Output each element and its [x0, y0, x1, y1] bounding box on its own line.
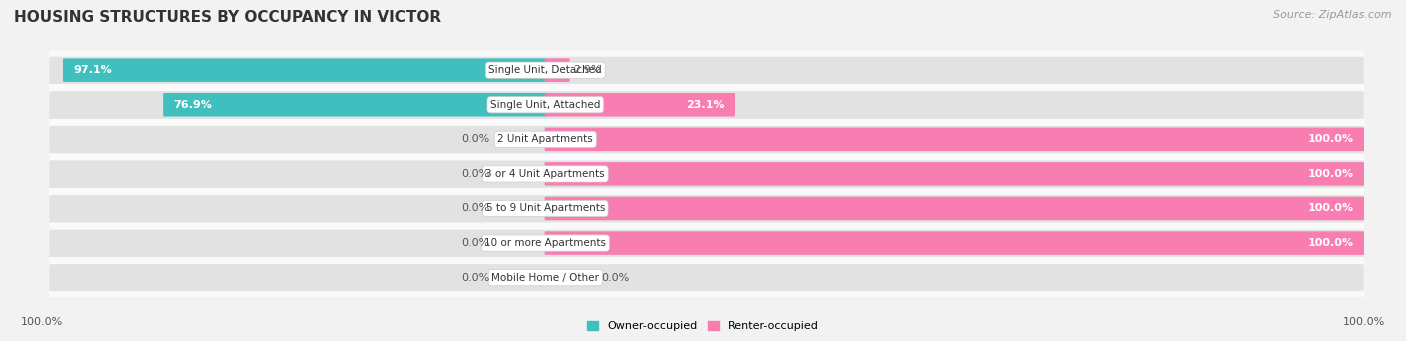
FancyBboxPatch shape — [544, 162, 1364, 186]
Legend: Owner-occupied, Renter-occupied: Owner-occupied, Renter-occupied — [582, 316, 824, 336]
FancyBboxPatch shape — [48, 256, 1365, 299]
FancyBboxPatch shape — [48, 49, 1365, 91]
FancyBboxPatch shape — [163, 93, 546, 117]
Text: 100.0%: 100.0% — [1308, 169, 1354, 179]
FancyBboxPatch shape — [49, 57, 1364, 84]
Text: Mobile Home / Other: Mobile Home / Other — [491, 273, 599, 283]
Text: 76.9%: 76.9% — [174, 100, 212, 110]
Text: 0.0%: 0.0% — [461, 204, 489, 213]
FancyBboxPatch shape — [544, 93, 735, 117]
Text: Single Unit, Attached: Single Unit, Attached — [491, 100, 600, 110]
Text: 0.0%: 0.0% — [461, 238, 489, 248]
Text: 100.0%: 100.0% — [1308, 238, 1354, 248]
FancyBboxPatch shape — [544, 231, 1364, 255]
Text: 10 or more Apartments: 10 or more Apartments — [484, 238, 606, 248]
Text: 100.0%: 100.0% — [21, 317, 63, 327]
FancyBboxPatch shape — [63, 58, 546, 82]
FancyBboxPatch shape — [48, 153, 1365, 195]
Text: Source: ZipAtlas.com: Source: ZipAtlas.com — [1274, 10, 1392, 20]
FancyBboxPatch shape — [544, 58, 569, 82]
FancyBboxPatch shape — [48, 118, 1365, 160]
Text: HOUSING STRUCTURES BY OCCUPANCY IN VICTOR: HOUSING STRUCTURES BY OCCUPANCY IN VICTO… — [14, 10, 441, 25]
Text: Single Unit, Detached: Single Unit, Detached — [488, 65, 602, 75]
Text: 2.9%: 2.9% — [572, 65, 602, 75]
Text: 23.1%: 23.1% — [686, 100, 724, 110]
Text: 5 to 9 Unit Apartments: 5 to 9 Unit Apartments — [485, 204, 605, 213]
FancyBboxPatch shape — [49, 229, 1364, 256]
FancyBboxPatch shape — [48, 84, 1365, 126]
FancyBboxPatch shape — [49, 91, 1364, 118]
FancyBboxPatch shape — [49, 195, 1364, 222]
Text: 97.1%: 97.1% — [73, 65, 112, 75]
FancyBboxPatch shape — [49, 264, 1364, 291]
Text: 100.0%: 100.0% — [1308, 134, 1354, 144]
Text: 0.0%: 0.0% — [461, 134, 489, 144]
Text: 0.0%: 0.0% — [461, 273, 489, 283]
FancyBboxPatch shape — [544, 197, 1364, 220]
Text: 100.0%: 100.0% — [1308, 204, 1354, 213]
FancyBboxPatch shape — [544, 128, 1364, 151]
Text: 2 Unit Apartments: 2 Unit Apartments — [498, 134, 593, 144]
FancyBboxPatch shape — [49, 160, 1364, 188]
FancyBboxPatch shape — [48, 222, 1365, 264]
Text: 0.0%: 0.0% — [461, 169, 489, 179]
Text: 3 or 4 Unit Apartments: 3 or 4 Unit Apartments — [485, 169, 605, 179]
FancyBboxPatch shape — [49, 126, 1364, 153]
Text: 100.0%: 100.0% — [1343, 317, 1385, 327]
Text: 0.0%: 0.0% — [602, 273, 630, 283]
FancyBboxPatch shape — [48, 188, 1365, 229]
